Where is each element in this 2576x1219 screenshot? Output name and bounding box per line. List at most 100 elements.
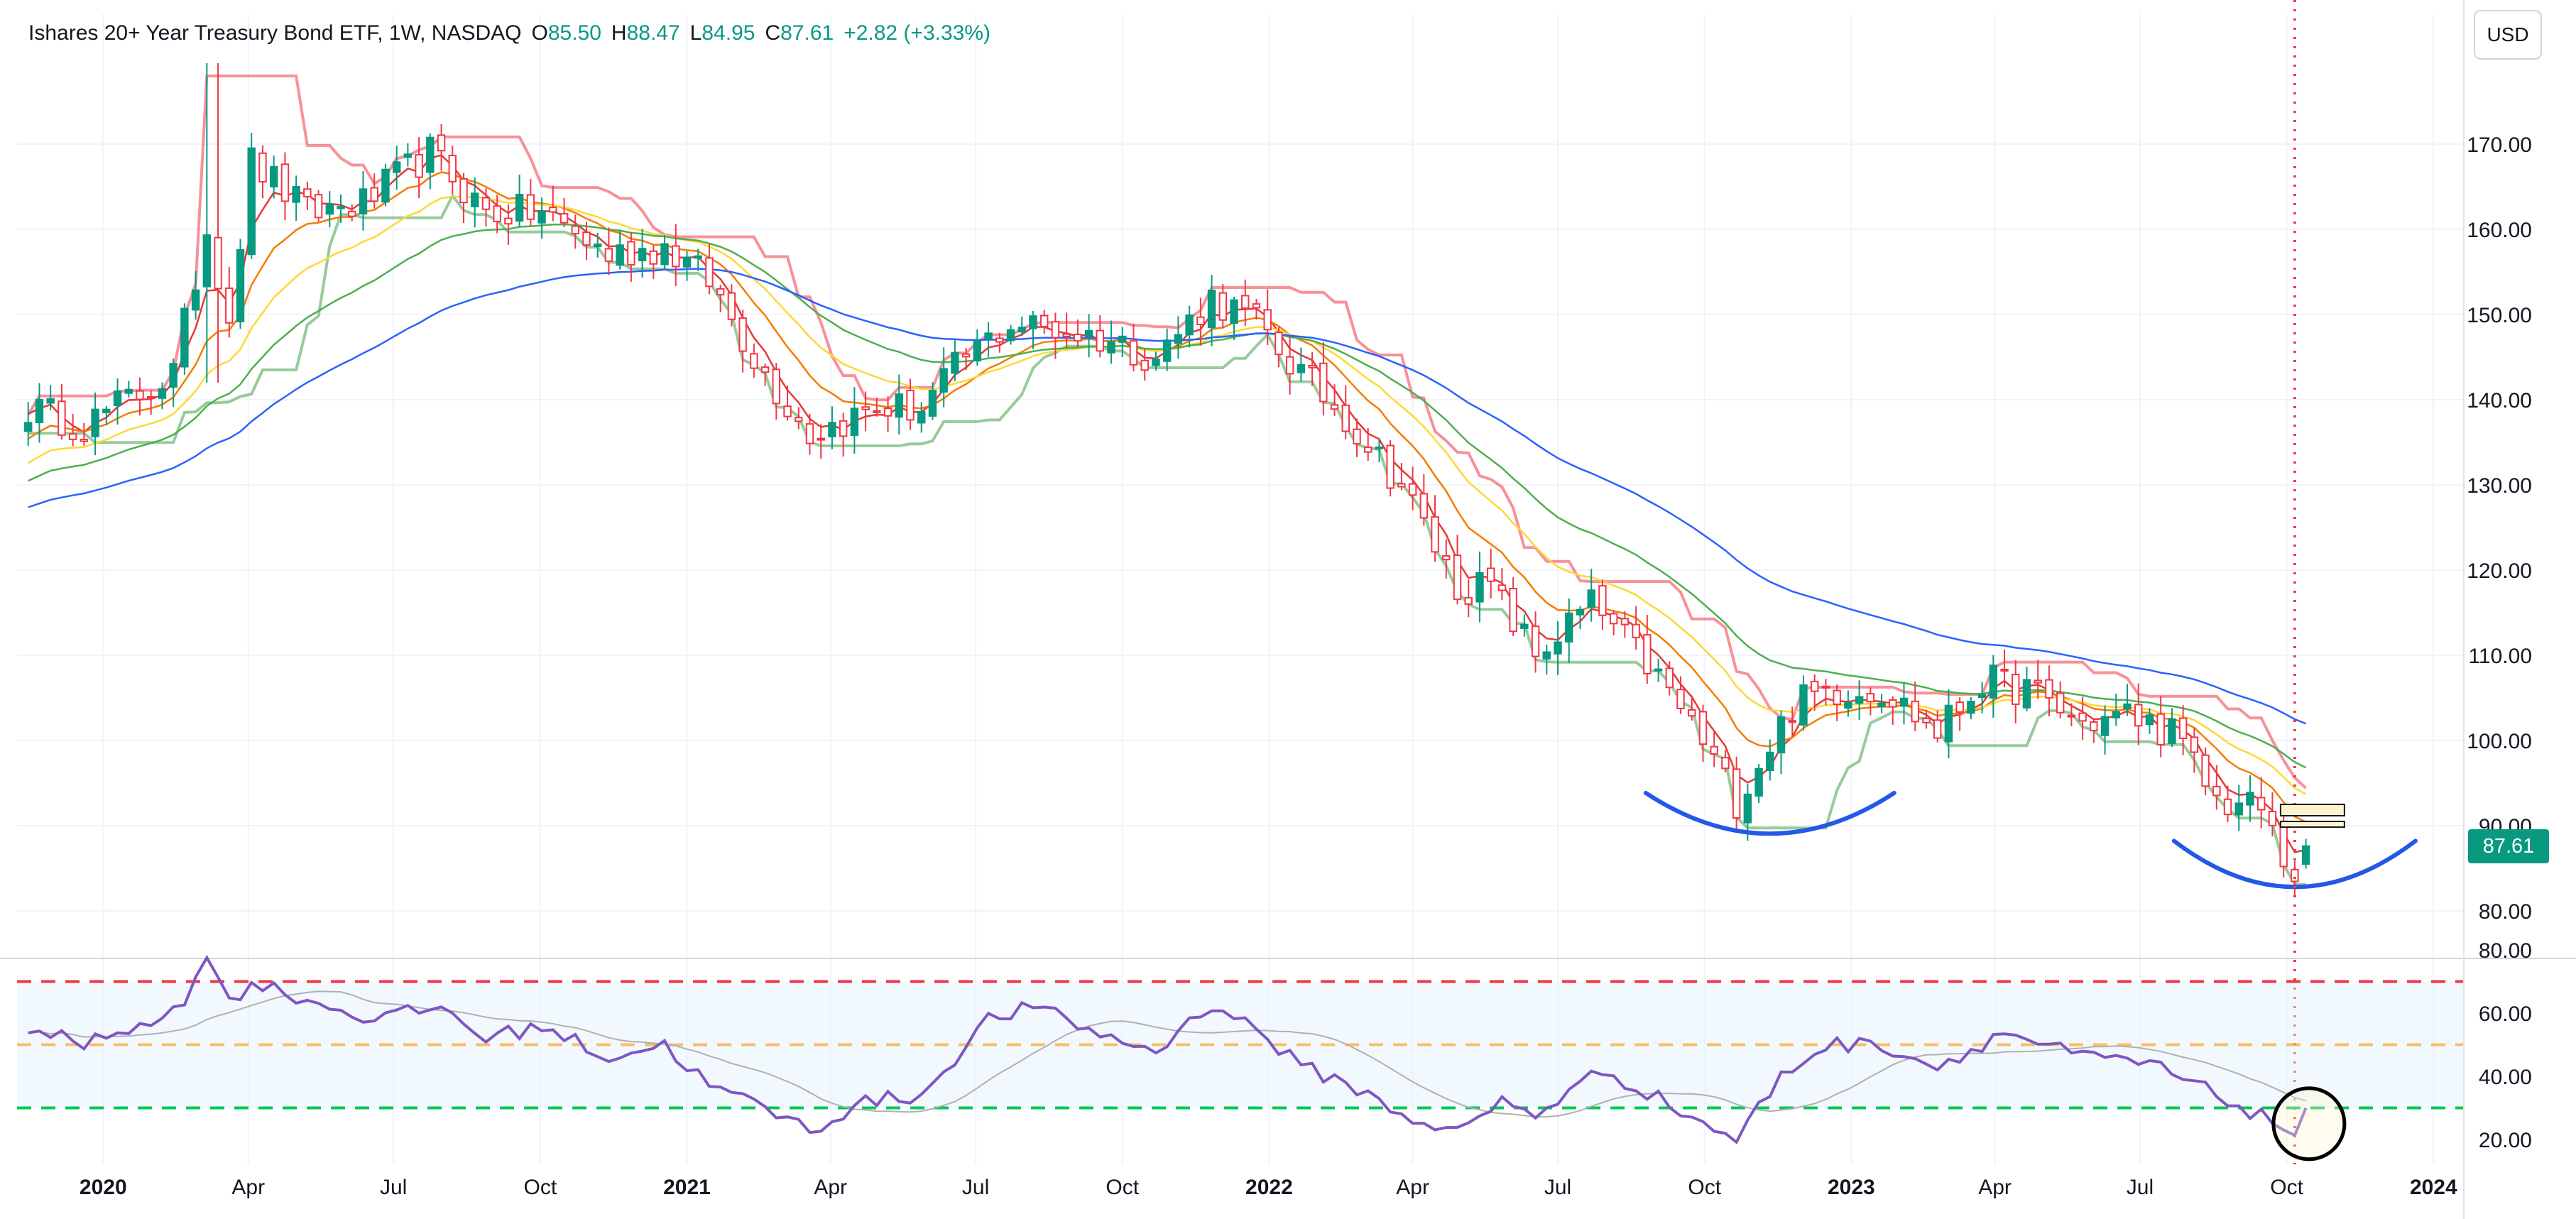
candle-body xyxy=(1799,684,1808,726)
candle-body xyxy=(2034,679,2042,684)
candle-body xyxy=(325,203,334,215)
rsi-highlight-circle xyxy=(2271,1086,2347,1161)
candle-body xyxy=(1129,340,1138,366)
candle-body xyxy=(191,289,200,311)
candle-body xyxy=(136,390,144,400)
candle-body xyxy=(895,393,903,418)
candle-body xyxy=(1140,359,1149,371)
price-axis-label: 100.00 xyxy=(2467,730,2532,753)
candle-body xyxy=(1554,641,1562,655)
candle-body xyxy=(359,188,368,215)
candle-body xyxy=(225,287,234,324)
open-value: 85.50 xyxy=(547,21,601,45)
price-axis-label: 160.00 xyxy=(2467,219,2532,242)
candle-body xyxy=(1688,709,1696,717)
candle-body xyxy=(1174,334,1183,344)
candle-body xyxy=(1754,767,1763,797)
candle-body xyxy=(1766,751,1774,772)
candle-body xyxy=(1810,680,1819,692)
candle-body xyxy=(68,433,77,440)
time-axis-label: Apr xyxy=(814,1176,847,1199)
stepped-band xyxy=(26,75,2307,886)
candle-body xyxy=(392,161,401,173)
candle-body xyxy=(381,168,390,203)
candle-body xyxy=(415,153,423,178)
candle-body xyxy=(2100,716,2110,736)
candle-body xyxy=(2022,679,2031,709)
candle-body xyxy=(1297,363,1306,373)
candle-body xyxy=(1419,493,1429,519)
candle-body xyxy=(1453,554,1462,601)
currency-button[interactable]: USD xyxy=(2474,10,2542,60)
candle-body xyxy=(571,225,579,235)
candle-body xyxy=(2123,703,2132,710)
candle-body xyxy=(750,353,758,369)
candle-body xyxy=(1408,483,1417,496)
candle-body xyxy=(1565,612,1573,643)
candle-body xyxy=(2112,711,2120,718)
candle-body xyxy=(549,207,557,213)
candle-body xyxy=(1353,428,1361,445)
candle-body xyxy=(348,210,356,217)
candle-body xyxy=(649,250,658,265)
candle-body xyxy=(292,185,300,203)
candle-body xyxy=(448,154,457,182)
axes: 80.0090.00100.00110.00120.00130.00140.00… xyxy=(80,0,2532,1219)
candle-body xyxy=(1620,618,1630,625)
candle-body xyxy=(1497,584,1507,591)
candle-body xyxy=(1777,716,1786,754)
candle-body xyxy=(682,256,692,268)
candle-body xyxy=(437,134,446,152)
time-axis-label: Apr xyxy=(1978,1176,2012,1199)
time-axis-label: 2022 xyxy=(1245,1176,1293,1199)
candle-body xyxy=(2201,754,2210,787)
candle-body xyxy=(1665,667,1674,689)
candle-body xyxy=(2090,721,2098,732)
rsi-line xyxy=(28,954,2308,1144)
candle-body xyxy=(1006,329,1015,341)
candle-body xyxy=(1889,699,1897,708)
candle-body xyxy=(2291,868,2299,882)
candle-body xyxy=(1375,446,1384,449)
candle-body xyxy=(2134,704,2143,727)
high-value: 88.47 xyxy=(626,21,680,45)
candle-body xyxy=(124,388,133,394)
candle-body xyxy=(839,420,848,437)
candle-body xyxy=(169,363,178,388)
candle-body xyxy=(850,408,859,436)
close-label: C xyxy=(765,21,781,45)
candle-body xyxy=(627,241,635,266)
price-axis-label: 120.00 xyxy=(2467,559,2532,583)
candle-body xyxy=(1609,613,1618,625)
candle-body xyxy=(113,390,122,407)
candle-body xyxy=(1721,757,1730,770)
candle-body xyxy=(2212,785,2221,797)
candle-body xyxy=(1710,745,1718,755)
candle-body xyxy=(883,408,893,417)
candle-body xyxy=(1185,314,1194,336)
candle-body xyxy=(91,408,99,437)
candle-body xyxy=(1509,588,1517,633)
change-value: +2.82 (+3.33%) xyxy=(844,21,990,45)
candle-body xyxy=(616,244,624,266)
candle-body xyxy=(1218,292,1228,321)
candle-body xyxy=(2067,714,2076,718)
candle-body xyxy=(1698,711,1708,745)
candle-body xyxy=(1017,327,1026,333)
candle-body xyxy=(1062,333,1071,337)
band-upper xyxy=(26,75,2307,789)
level-box xyxy=(2279,821,2345,828)
candle-body xyxy=(526,194,535,220)
candle-body xyxy=(1899,697,1909,707)
candle-body xyxy=(817,437,825,441)
candle-body xyxy=(515,193,524,222)
rsi-axis-label: 40.00 xyxy=(2479,1066,2532,1089)
candle-body xyxy=(772,368,781,405)
time-axis-label: Oct xyxy=(1688,1176,1721,1199)
candle-body xyxy=(258,152,267,183)
time-axis-label: 2021 xyxy=(663,1176,711,1199)
candle-body xyxy=(805,423,814,444)
low-label: L xyxy=(689,21,702,45)
candle-body xyxy=(1162,339,1172,362)
